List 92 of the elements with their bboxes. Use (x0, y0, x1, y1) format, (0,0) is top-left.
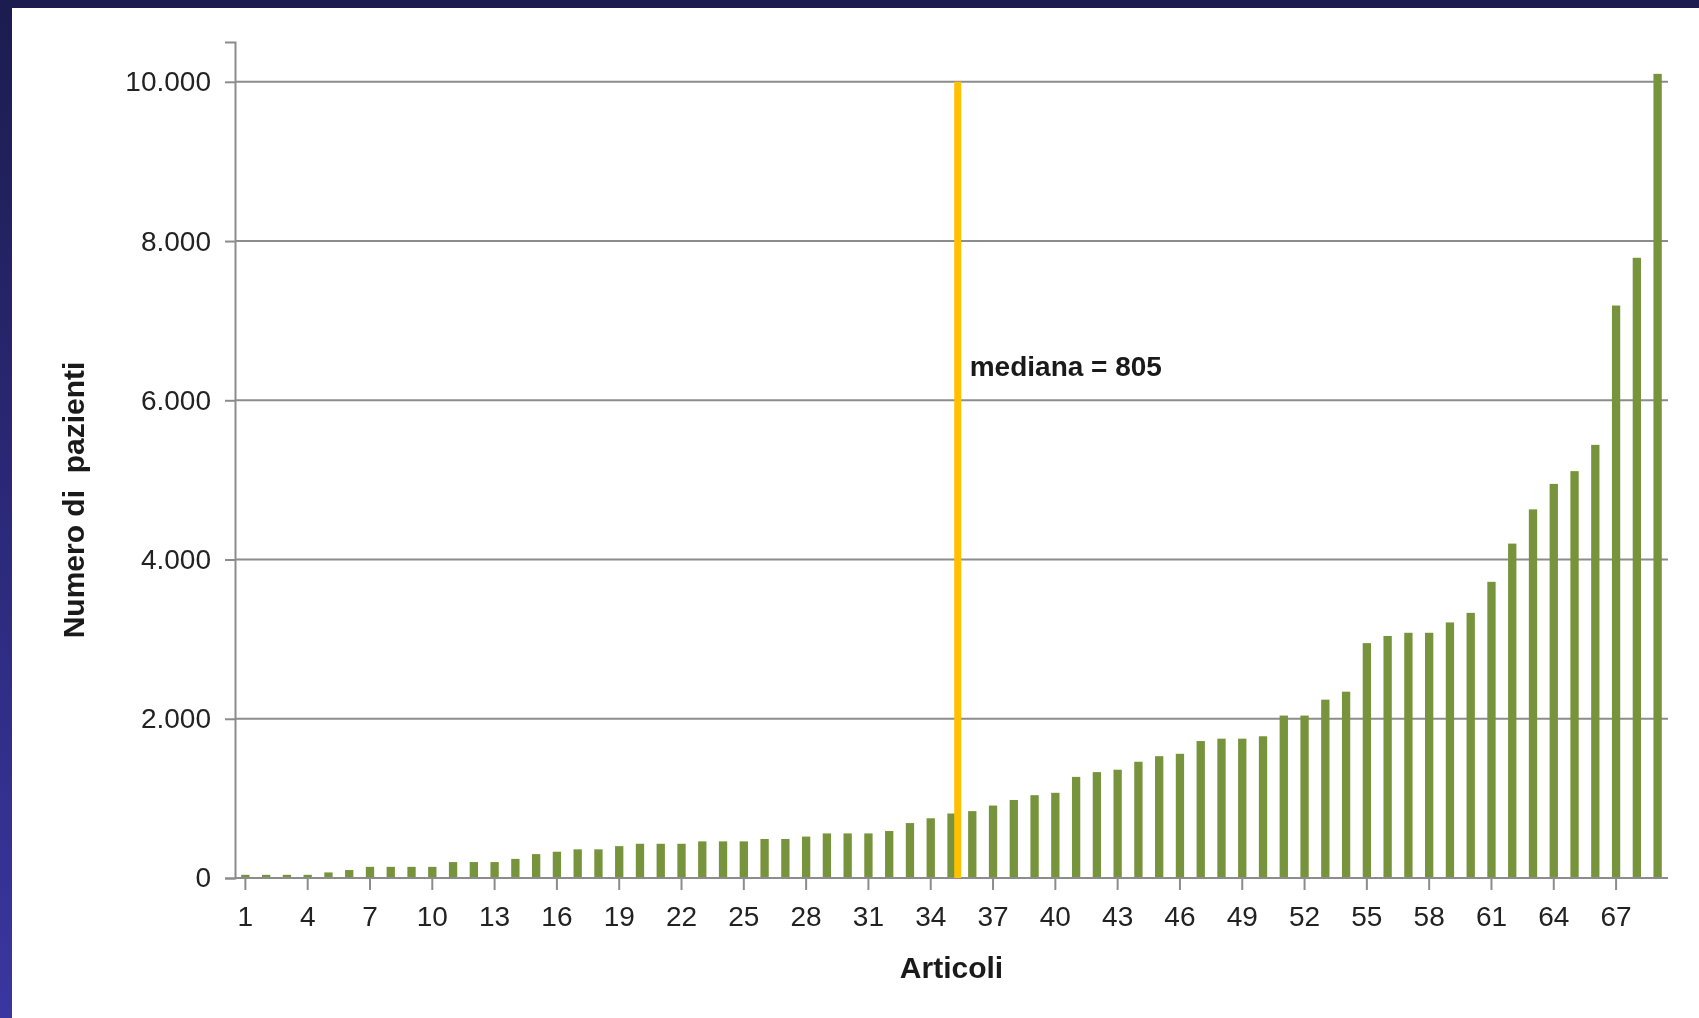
x-tick-label: 1 (237, 901, 254, 932)
x-tick-label: 10 (416, 901, 448, 932)
x-tick-label: 28 (790, 901, 822, 932)
bar (1238, 738, 1247, 878)
bar (615, 846, 624, 878)
bar (1404, 632, 1413, 878)
bar (781, 838, 790, 878)
x-tick-label: 19 (603, 901, 635, 932)
bar (1611, 305, 1621, 878)
bar (698, 841, 707, 878)
x-tick-label: 13 (479, 901, 511, 932)
x-tick-label: 55 (1351, 901, 1383, 932)
bar (1570, 471, 1579, 878)
bar (1134, 761, 1143, 878)
bar (1341, 691, 1351, 878)
bar (1321, 699, 1330, 878)
annotation: mediana = 805 (969, 351, 1162, 383)
y-axis-title: Numero di pazienti (57, 361, 90, 639)
x-tick-label: 31 (852, 901, 885, 932)
bar (1030, 795, 1039, 878)
bar (511, 858, 520, 878)
bar (1362, 643, 1372, 878)
x-tick-label: 16 (541, 901, 573, 932)
bar (635, 843, 645, 878)
x-tick-label: 34 (915, 901, 947, 932)
x-tick-label: 43 (1102, 901, 1134, 932)
bar (1549, 483, 1558, 878)
bar (677, 843, 686, 878)
bar (988, 805, 998, 878)
bar (1528, 509, 1538, 878)
y-tick-label: 2.000 (140, 703, 211, 735)
bar (1113, 769, 1122, 878)
bar (594, 849, 603, 878)
bar (656, 843, 665, 878)
bar (1653, 73, 1662, 878)
bar (1591, 444, 1600, 878)
y-tick-label: 10.000 (125, 66, 211, 98)
bar (1508, 543, 1517, 878)
x-tick-label: 58 (1413, 901, 1445, 932)
bar (968, 811, 977, 878)
x-tick-label: 61 (1475, 901, 1508, 932)
x-tick-label: 49 (1226, 901, 1258, 932)
bar (1155, 756, 1164, 878)
bar (1300, 715, 1309, 878)
bar (407, 866, 416, 878)
bar (1279, 715, 1288, 878)
x-tick-label: 46 (1164, 901, 1196, 932)
bar (324, 872, 333, 878)
bar (760, 838, 769, 878)
bar (864, 833, 873, 878)
bar (822, 833, 832, 878)
bar (1071, 776, 1081, 878)
bar (1425, 632, 1434, 878)
bar (1092, 772, 1102, 878)
y-tick-label: 8.000 (140, 225, 211, 257)
bar (1009, 799, 1018, 878)
bar (469, 862, 478, 878)
x-axis-title: Articoli (899, 951, 1004, 984)
bar (1632, 257, 1641, 878)
x-tick-label: 67 (1600, 901, 1632, 932)
bar (801, 836, 811, 878)
bar (1196, 741, 1205, 878)
bar (552, 851, 562, 878)
bar (1487, 581, 1496, 878)
y-tick-label: 6.000 (140, 384, 211, 416)
x-tick-label: 52 (1288, 901, 1321, 932)
bar (1175, 753, 1185, 878)
x-tick-label: 7 (362, 901, 378, 932)
bar (1051, 792, 1060, 878)
bar (490, 862, 499, 878)
x-tick-label: 37 (977, 901, 1009, 932)
bar (531, 854, 541, 878)
x-tick-label: 25 (728, 901, 760, 932)
x-tick-label: 22 (665, 901, 698, 932)
bar (739, 841, 748, 878)
bar (885, 831, 894, 878)
bar (448, 862, 458, 878)
bar (1466, 612, 1475, 878)
bar (1217, 738, 1226, 878)
y-tick-label: 4.000 (140, 543, 211, 575)
y-tick-label: 0 (195, 862, 211, 894)
bar (843, 833, 852, 878)
bar (1258, 736, 1268, 878)
bar (718, 841, 728, 878)
bar (1383, 635, 1392, 878)
x-tick-label: 64 (1538, 901, 1570, 932)
bar (926, 818, 935, 878)
x-tick-label: 4 (299, 901, 316, 932)
x-tick-label: 40 (1039, 901, 1071, 932)
bar (1445, 622, 1455, 878)
bar (573, 849, 582, 878)
bar (905, 823, 915, 878)
